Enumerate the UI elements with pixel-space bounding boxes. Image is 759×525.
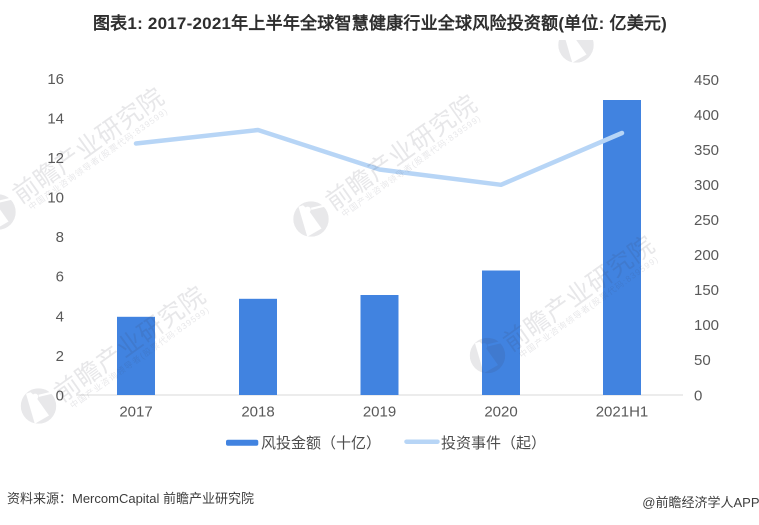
svg-text:资料来源：MercomCapital 前瞻产业研究院: 资料来源：MercomCapital 前瞻产业研究院 bbox=[7, 491, 254, 506]
svg-text:50: 50 bbox=[694, 352, 711, 369]
svg-text:100: 100 bbox=[694, 317, 719, 334]
svg-text:250: 250 bbox=[694, 212, 719, 229]
svg-text:2021H1: 2021H1 bbox=[596, 404, 649, 421]
svg-text:6: 6 bbox=[56, 269, 64, 286]
svg-text:150: 150 bbox=[694, 282, 719, 299]
svg-text:图表1: 2017-2021年上半年全球智慧健康行业全球风险: 图表1: 2017-2021年上半年全球智慧健康行业全球风险投资额(单位: 亿美… bbox=[93, 13, 667, 33]
svg-text:14: 14 bbox=[47, 111, 64, 128]
svg-text:@前瞻经济学人APP: @前瞻经济学人APP bbox=[642, 495, 759, 510]
svg-text:350: 350 bbox=[694, 142, 719, 159]
svg-text:200: 200 bbox=[694, 247, 719, 264]
svg-text:2019: 2019 bbox=[363, 404, 396, 421]
svg-text:450: 450 bbox=[694, 72, 719, 89]
svg-text:2017: 2017 bbox=[119, 404, 152, 421]
svg-text:2: 2 bbox=[56, 348, 64, 365]
svg-text:300: 300 bbox=[694, 177, 719, 194]
svg-text:投资事件（起）: 投资事件（起） bbox=[441, 435, 546, 452]
svg-text:0: 0 bbox=[694, 387, 702, 404]
svg-text:4: 4 bbox=[56, 308, 64, 325]
svg-text:风投金额（十亿）: 风投金额（十亿） bbox=[261, 435, 381, 452]
svg-text:8: 8 bbox=[56, 229, 64, 246]
svg-text:2018: 2018 bbox=[241, 404, 274, 421]
svg-text:400: 400 bbox=[694, 107, 719, 124]
svg-text:16: 16 bbox=[47, 71, 64, 88]
svg-text:2020: 2020 bbox=[484, 404, 517, 421]
